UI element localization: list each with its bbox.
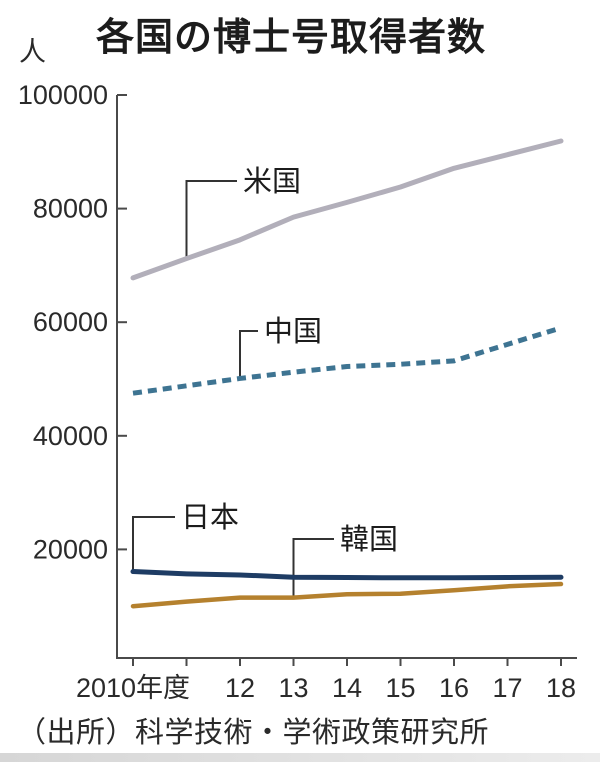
leader-line-us xyxy=(185,180,237,259)
series-line-japan xyxy=(130,569,564,581)
y-tick-label: 20000 xyxy=(33,534,108,564)
x-tick-label: 14 xyxy=(332,673,362,703)
chart-title: 各国の博士号取得者数 xyxy=(96,17,487,59)
series-label-us: 米国 xyxy=(243,165,301,198)
series-label-china: 中国 xyxy=(264,315,322,348)
leader-line-korea xyxy=(292,538,334,598)
y-tick-label: 60000 xyxy=(33,307,108,337)
y-tick-label: 100000 xyxy=(18,80,108,110)
series-line-us xyxy=(130,138,564,281)
y-tick-label: 80000 xyxy=(33,194,108,224)
y-tick-label: 40000 xyxy=(33,421,108,451)
x-tick-label: 15 xyxy=(385,673,415,703)
source-note: （出所）科学技術・学術政策研究所 xyxy=(17,717,490,749)
axis-frame xyxy=(116,95,577,659)
series-label-korea: 韓国 xyxy=(340,523,398,556)
leader-line-china xyxy=(239,330,258,379)
leader-line-japan xyxy=(132,516,175,572)
x-tick-label: 16 xyxy=(439,673,469,703)
series-line-korea xyxy=(130,581,564,609)
x-tick-label: 2010年度 xyxy=(76,673,190,703)
series-line-china xyxy=(132,325,562,396)
series-label-japan: 日本 xyxy=(181,501,239,534)
bottom-edge-strip xyxy=(0,753,600,762)
y-axis-unit-label: 人 xyxy=(19,37,46,67)
x-tick-label: 18 xyxy=(546,673,576,703)
x-tick-label: 17 xyxy=(492,673,522,703)
x-tick-label: 13 xyxy=(278,673,308,703)
x-tick-label: 12 xyxy=(225,673,255,703)
